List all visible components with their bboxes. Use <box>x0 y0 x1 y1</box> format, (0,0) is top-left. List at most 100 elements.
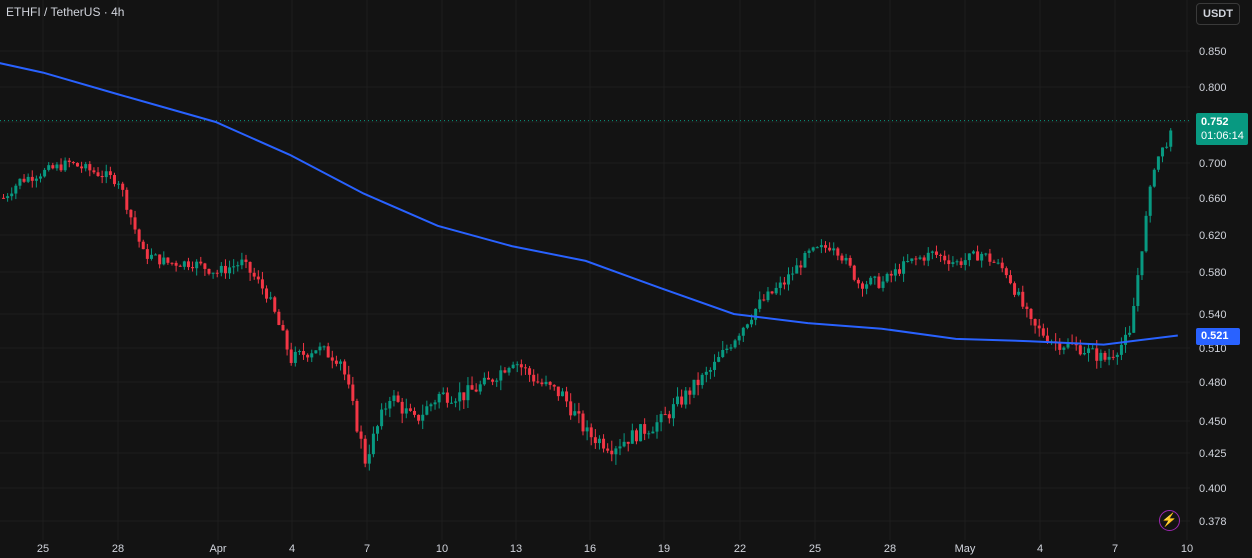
candle <box>824 241 827 253</box>
candle <box>565 386 569 408</box>
x-tick-label: 19 <box>658 543 670 555</box>
candle <box>265 285 269 303</box>
candle <box>651 426 655 434</box>
y-tick-label: 0.580 <box>1199 267 1227 279</box>
candle <box>388 396 392 418</box>
candle <box>92 167 96 175</box>
candle <box>289 342 293 366</box>
candle <box>474 383 478 393</box>
lightning-bolt-icon[interactable]: ⚡ <box>1159 510 1180 531</box>
candle <box>511 361 515 369</box>
last-price-badge: 0.752 01:06:14 <box>1196 113 1248 145</box>
candle <box>910 258 914 264</box>
candle <box>207 268 211 276</box>
candle <box>676 387 680 407</box>
candle <box>626 441 630 452</box>
candle <box>540 378 544 387</box>
candle <box>240 252 244 270</box>
candle <box>170 262 174 266</box>
candle <box>269 291 273 300</box>
candle <box>1082 346 1086 356</box>
candle <box>967 253 971 267</box>
candle <box>585 420 589 441</box>
candle <box>396 391 400 403</box>
candle <box>273 295 277 314</box>
x-tick-label: 25 <box>809 543 821 555</box>
candle <box>803 251 807 268</box>
candle <box>799 260 803 276</box>
candle <box>708 367 712 380</box>
candle <box>1148 184 1152 223</box>
candle <box>663 406 667 416</box>
candle <box>680 389 684 408</box>
candle <box>363 435 367 468</box>
candle <box>787 267 791 291</box>
candle <box>996 259 1000 265</box>
candle <box>322 345 326 351</box>
candle <box>528 365 532 382</box>
candle <box>462 392 466 409</box>
candle <box>889 270 893 283</box>
candle <box>729 344 733 351</box>
candle <box>6 193 10 202</box>
candle <box>523 364 527 375</box>
x-tick-label: 7 <box>364 543 370 555</box>
candle <box>67 157 71 168</box>
x-tick-label: 28 <box>112 543 124 555</box>
candle <box>758 291 762 313</box>
candle <box>1119 337 1123 361</box>
candle <box>647 430 651 439</box>
candle <box>807 248 811 258</box>
candle <box>930 250 934 260</box>
candle <box>133 210 137 234</box>
candle <box>334 355 338 367</box>
candle <box>1017 288 1021 297</box>
candle <box>577 402 581 424</box>
candle <box>429 402 433 412</box>
candle <box>893 263 897 282</box>
candle <box>359 425 363 449</box>
candle <box>244 254 248 269</box>
candle <box>1008 270 1012 285</box>
candle <box>610 440 614 462</box>
candle <box>556 386 560 401</box>
candle <box>293 346 297 367</box>
candle <box>762 294 766 302</box>
candle <box>88 161 92 177</box>
candle <box>992 259 996 264</box>
candle <box>38 173 42 183</box>
candle <box>1132 297 1136 333</box>
x-tick-label: 4 <box>289 543 295 555</box>
candle <box>737 333 741 345</box>
candle <box>51 162 55 170</box>
candle <box>844 253 848 265</box>
candle <box>782 277 786 290</box>
candle <box>1111 350 1115 361</box>
candle <box>441 387 445 395</box>
candle <box>445 387 449 408</box>
x-tick-label: 25 <box>37 543 49 555</box>
candle <box>47 162 51 172</box>
currency-button[interactable]: USDT <box>1196 3 1240 25</box>
candle <box>186 257 190 271</box>
candle <box>75 162 79 167</box>
candle <box>1107 348 1111 366</box>
candle <box>877 273 881 289</box>
candle <box>1021 285 1025 309</box>
candle <box>371 426 375 458</box>
candle <box>552 384 556 391</box>
candle <box>236 261 240 272</box>
candle <box>121 181 125 197</box>
candle <box>162 251 166 266</box>
candle <box>1115 352 1119 365</box>
candle <box>252 267 256 280</box>
candle <box>63 157 67 172</box>
candle <box>203 262 207 276</box>
candle <box>125 187 129 215</box>
candle <box>18 178 22 190</box>
y-tick-label: 0.800 <box>1199 82 1227 94</box>
candle <box>939 253 943 262</box>
candle <box>634 428 638 445</box>
candle <box>96 167 100 177</box>
